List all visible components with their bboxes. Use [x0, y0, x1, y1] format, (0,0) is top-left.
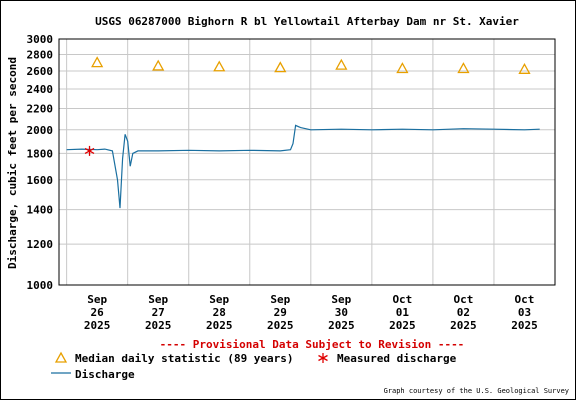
legend-star-icon — [318, 353, 328, 363]
y-tick-label: 1400 — [27, 204, 54, 217]
x-tick-label: Sep 29 2025 — [267, 293, 294, 332]
legend: Median daily statistic (89 years) Measur… — [51, 351, 457, 381]
legend-median-label: Median daily statistic (89 years) — [75, 352, 294, 365]
median-marker — [518, 62, 531, 74]
measured-marker — [84, 145, 95, 156]
discharge-line — [66, 124, 540, 209]
courtesy-note: Graph courtesy of the U.S. Geological Su… — [384, 387, 569, 395]
median-marker — [91, 56, 104, 68]
y-tick-label: 2400 — [27, 83, 54, 96]
x-tick-label: Oct 01 2025 — [389, 293, 416, 332]
x-tick-labels: Sep 26 2025 Sep 27 2025 Sep 28 2025 Sep 29 2025 Sep 3… — [84, 293, 538, 332]
y-axis-label: Discharge, cubic feet per second — [6, 57, 19, 269]
y-tick-label: 1800 — [27, 147, 54, 160]
median-marker — [396, 62, 409, 74]
x-tick-label: Sep 28 2025 — [206, 293, 233, 332]
median-marker — [457, 62, 470, 74]
y-tick-label: 1000 — [27, 279, 54, 292]
x-tick-label: Sep 30 2025 — [328, 293, 355, 332]
y-tick-label: 2000 — [27, 124, 54, 137]
y-tick-label: 2800 — [27, 48, 54, 61]
chart-title: USGS 06287000 Bighorn R bl Yellowtail Af… — [95, 15, 519, 28]
y-tick-label: 1600 — [27, 174, 54, 187]
series-layer — [66, 56, 540, 209]
median-marker — [274, 61, 287, 73]
x-tick-label: Oct 02 2025 — [450, 293, 477, 332]
y-tick-label: 3000 — [27, 33, 54, 46]
median-marker — [213, 60, 226, 72]
provisional-notice: ---- Provisional Data Subject to Revisio… — [160, 338, 465, 351]
legend-discharge-label: Discharge — [75, 368, 135, 381]
y-tick-label: 2200 — [27, 102, 54, 115]
y-tick-labels: 1000 1200 1400 1600 1800 2000 2200 2400 2600 2800… — [27, 33, 54, 292]
legend-triangle-icon — [54, 351, 68, 363]
legend-measured-label: Measured discharge — [337, 352, 457, 365]
y-tick-label: 2600 — [27, 65, 54, 78]
x-tick-label: Sep 27 2025 — [145, 293, 172, 332]
median-marker — [152, 59, 165, 71]
y-tick-label: 1200 — [27, 238, 54, 251]
x-tick-label: Oct 03 2025 — [511, 293, 538, 332]
grid — [59, 38, 555, 286]
median-marker — [335, 58, 348, 70]
plot-area — [58, 38, 556, 286]
x-tick-label: Sep 26 2025 — [84, 293, 111, 332]
